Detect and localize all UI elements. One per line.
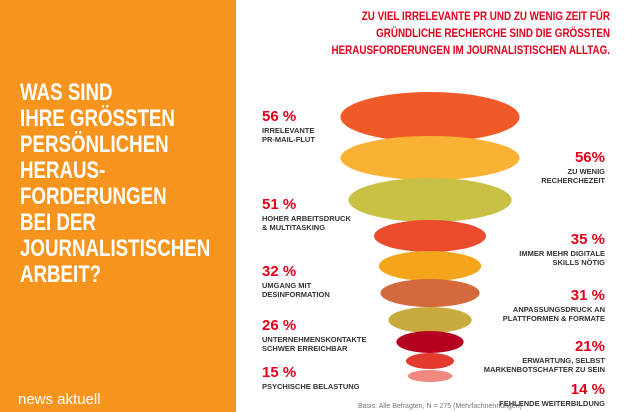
category-label: & MULTITASKING (262, 223, 325, 232)
category-label: ZU WENIG (568, 167, 606, 176)
funnel-ellipse (348, 178, 512, 222)
category-label: IRRELEVANTE (262, 126, 314, 135)
chart-title: ZU VIEL IRRELEVANTE PR UND ZU WENIG ZEIT… (331, 9, 610, 57)
category-label: IMMER MEHR DIGITALE (519, 249, 605, 258)
funnel-ellipse (388, 307, 472, 333)
category-label: PR-MAIL-FLUT (262, 135, 315, 144)
heading-line: HERAUS- (20, 157, 105, 184)
value-label: 51 % (262, 196, 296, 213)
value-label: 32 % (262, 263, 296, 280)
category-label: HOHER ARBEITSDRUCK (262, 214, 351, 223)
heading-line: IHRE GRÖSSTEN (20, 104, 175, 132)
category-label: PLATTFORMEN & FORMATE (503, 314, 605, 323)
funnel-ellipse (378, 251, 482, 281)
heading-line: PERSÖNLICHEN (20, 130, 169, 158)
category-label: ERWARTUNG, SELBST (522, 356, 605, 365)
heading-line: WAS SIND (20, 79, 113, 106)
category-label: UNTERNEHMENSKONTAKTE (262, 335, 366, 344)
heading-line: FORDERUNGEN (20, 183, 167, 210)
category-label: FEHLENDE WEITERBILDUNG (499, 399, 605, 408)
category-label: SCHWER ERREICHBAR (262, 344, 348, 353)
category-label: ANPASSUNGSDRUCK AN (513, 305, 605, 314)
category-label: PSYCHISCHE BELASTUNG (262, 382, 360, 391)
category-label: MARKENBOTSCHAFTER ZU SEIN (484, 365, 605, 374)
value-label: 15 % (262, 364, 296, 381)
funnel-ellipse (406, 353, 454, 369)
category-label: UMGANG MIT (262, 281, 312, 290)
value-label: 26 % (262, 317, 296, 334)
value-label: 56 % (262, 108, 296, 125)
value-label: 35 % (571, 231, 605, 248)
value-label: 56% (575, 149, 605, 166)
funnel-ellipse (396, 331, 464, 353)
value-label: 21% (575, 338, 605, 355)
value-label: 14 % (571, 381, 605, 398)
funnel-ellipse (340, 136, 520, 180)
funnel-ellipse (374, 220, 486, 252)
brand: news aktuell (18, 391, 101, 408)
funnel-ellipse (380, 279, 480, 307)
funnel-ellipse (407, 370, 453, 382)
category-label: DESINFORMATION (262, 290, 330, 299)
side-panel (0, 0, 236, 412)
category-label: RECHERCHEZEIT (541, 176, 605, 185)
title-line: ZU VIEL IRRELEVANTE PR UND ZU WENIG ZEIT… (362, 9, 610, 23)
title-line: GRÜNDLICHE RECHERCHE SIND DIE GRÖSSTEN (376, 26, 610, 40)
heading-line: JOURNALISTISCHEN (20, 235, 210, 262)
category-label: SKILLS NÖTIG (553, 258, 606, 267)
title-line: HERAUSFORDERUNGEN IM JOURNALISTISCHEN AL… (331, 44, 610, 57)
value-label: 31 % (571, 287, 605, 304)
note: Basis: Alle Befragten, N = 275 (Mehrfach… (358, 403, 522, 410)
heading-line: BEI DER (20, 209, 96, 236)
heading-line: ARBEIT? (20, 261, 101, 288)
funnel-ellipse (340, 92, 520, 142)
